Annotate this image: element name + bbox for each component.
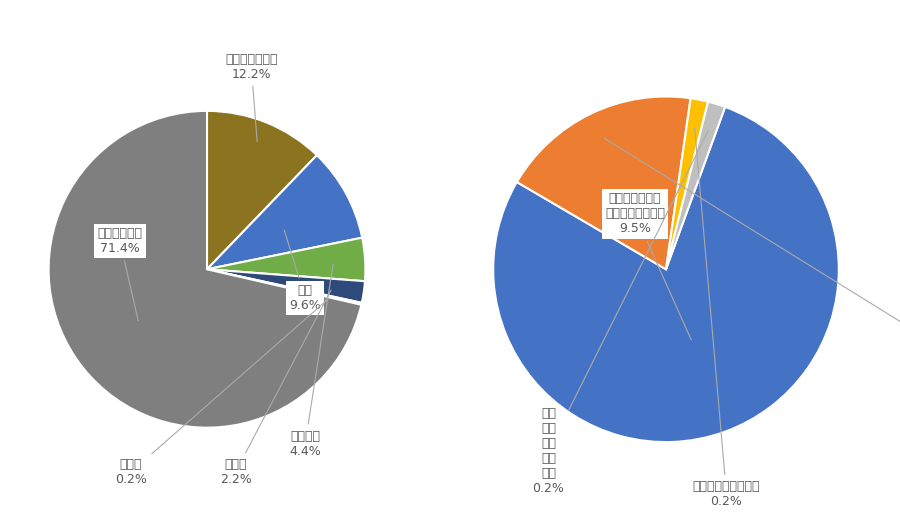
Text: その他
0.2%: その他 0.2%	[115, 299, 328, 486]
Text: 飲料用ペットボトル
2.3%: 飲料用ペットボトル 2.3%	[605, 138, 900, 356]
Wedge shape	[493, 107, 839, 442]
Wedge shape	[207, 269, 362, 305]
Wedge shape	[517, 97, 690, 269]
Wedge shape	[207, 155, 362, 269]
Wedge shape	[666, 98, 708, 269]
Text: 容器包装以外
71.4%: 容器包装以外 71.4%	[97, 227, 142, 321]
Text: プラスチック類
12.2%: プラスチック類 12.2%	[225, 52, 277, 142]
Wedge shape	[207, 111, 317, 269]
Text: ガラス類
4.4%: ガラス類 4.4%	[289, 264, 333, 458]
Text: その他ペットボトル
0.2%: その他ペットボトル 0.2%	[693, 128, 760, 508]
Wedge shape	[207, 269, 364, 303]
Wedge shape	[666, 102, 725, 269]
Wedge shape	[49, 111, 362, 428]
Text: その他のプラス
チック製容器包装
9.5%: その他のプラス チック製容器包装 9.5%	[605, 193, 691, 340]
Wedge shape	[207, 238, 365, 281]
Text: 金属類
2.2%: 金属類 2.2%	[220, 290, 331, 486]
Text: 発泡
スチ
ロー
ルト
レイ
0.2%: 発泡 スチ ロー ルト レイ 0.2%	[533, 131, 707, 495]
Text: 紙類
9.6%: 紙類 9.6%	[284, 230, 321, 312]
